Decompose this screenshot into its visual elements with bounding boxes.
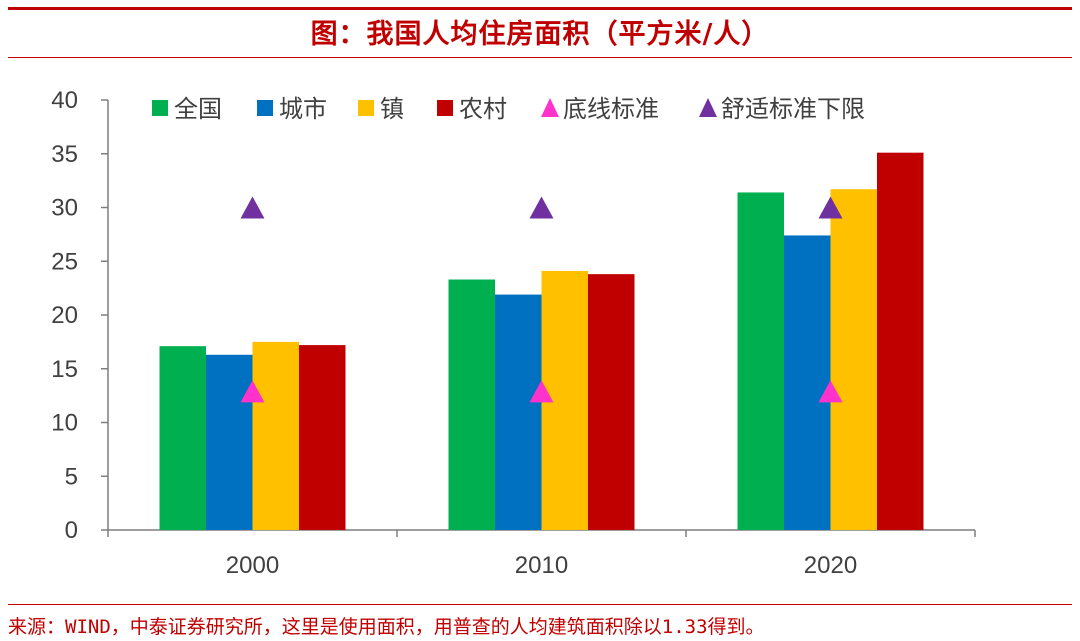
y-tick-label: 25 (51, 248, 78, 275)
bar-全国-2000 (159, 346, 206, 530)
legend-label: 舒适标准下限 (721, 95, 865, 123)
legend-swatch-镇 (358, 100, 374, 116)
legend-label: 底线标准 (563, 95, 659, 123)
bar-农村-2020 (877, 152, 924, 531)
bar-镇-2020 (830, 189, 877, 530)
bar-城市-2000 (206, 354, 253, 530)
source-note: 来源：WIND，中泰证券研究所，这里是使用面积，用普查的人均建筑面积除以1.33… (8, 616, 765, 638)
legend-label: 城市 (279, 95, 327, 123)
bar-城市-2020 (784, 235, 831, 530)
chart-area: 0 5 10 15 20 25 30 35 40 2000 2010 2020 全国 城市 镇 农村 底线标准 舒… (0, 70, 1080, 600)
x-tick-label: 2000 (226, 552, 279, 579)
y-tick-label: 10 (51, 410, 78, 437)
bar-镇-2000 (252, 341, 299, 530)
y-tick-label: 35 (51, 141, 78, 168)
bar-全国-2010 (448, 279, 495, 530)
marker-底线标准-2000 (240, 380, 265, 403)
y-tick-label: 15 (51, 356, 78, 383)
legend-label: 农村 (459, 95, 507, 123)
legend-swatch-农村 (437, 100, 453, 116)
legend-swatch-全国 (152, 100, 168, 116)
y-tick-label: 20 (51, 302, 78, 329)
legend-swatch-城市 (257, 100, 273, 116)
bar-农村-2010 (588, 274, 635, 530)
y-tick-label: 40 (51, 87, 78, 114)
marker-舒适标准下限-2020 (818, 196, 843, 219)
legend-label: 全国 (174, 95, 222, 123)
footer-rule (8, 604, 1072, 605)
legend-label: 镇 (380, 95, 404, 123)
chart-title: 图：我国人均住房面积（平方米/人） (310, 19, 770, 50)
x-tick-label: 2020 (804, 552, 857, 579)
bar-城市-2010 (495, 294, 542, 530)
legend-marker-底线标准 (541, 98, 559, 117)
bar-农村-2000 (299, 345, 346, 530)
y-tick-label: 30 (51, 195, 78, 222)
bar-全国-2020 (737, 192, 784, 530)
top-rule (8, 7, 1072, 10)
legend-marker-舒适标准下限 (699, 98, 717, 117)
y-tick-label: 0 (65, 517, 78, 544)
marker-舒适标准下限-2000 (240, 196, 265, 219)
x-tick-label: 2010 (515, 552, 568, 579)
marker-舒适标准下限-2010 (529, 196, 554, 219)
marker-底线标准-2020 (818, 380, 843, 403)
marker-底线标准-2010 (529, 380, 554, 403)
title-rule (8, 57, 1072, 58)
bar-chart: 0 5 10 15 20 25 30 35 40 2000 2010 2020 全国 城市 镇 农村 底线标准 舒… (51, 87, 976, 579)
y-tick-label: 5 (65, 463, 78, 490)
